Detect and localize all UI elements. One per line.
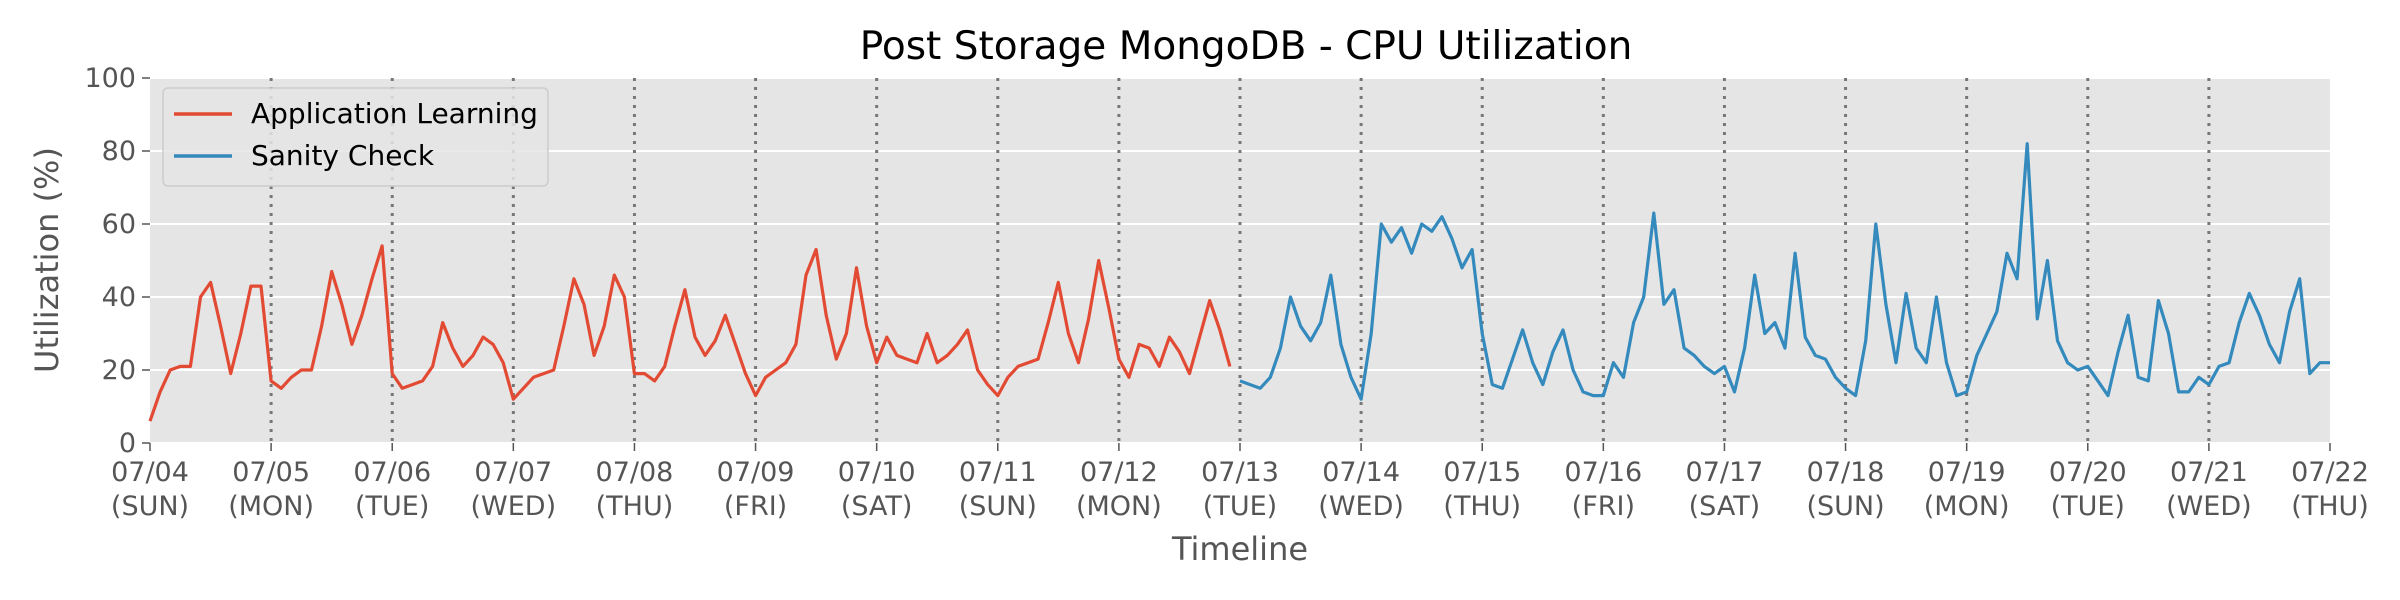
y-tick-label: 20 <box>102 355 136 386</box>
y-tick-label: 100 <box>84 63 136 94</box>
legend: Application Learning Sanity Check <box>162 87 549 187</box>
x-tick-label-date: 07/15 <box>1443 457 1521 488</box>
x-tick-label-day: (SUN) <box>959 491 1037 522</box>
day-separators <box>269 78 2211 443</box>
x-tick-label-day: (MON) <box>1924 491 2010 522</box>
y-tick-label: 60 <box>102 209 136 240</box>
x-tick-label-date: 07/13 <box>1201 457 1279 488</box>
x-tick-label-day: (TUE) <box>2051 491 2125 522</box>
x-tick-label-day: (FRI) <box>724 491 787 522</box>
y-axis-ticks: 0 20 40 60 80 100 <box>84 63 150 459</box>
x-tick-label-day: (FRI) <box>1572 491 1635 522</box>
y-tick-label: 40 <box>102 282 136 313</box>
series-line-application-learning <box>148 244 1232 422</box>
x-tick-label-date: 07/16 <box>1564 457 1642 488</box>
legend-label-application-learning: Application Learning <box>251 97 538 130</box>
x-tick-label-date: 07/14 <box>1322 457 1400 488</box>
x-tick-label-day: (MON) <box>1076 491 1162 522</box>
x-tick-label-day: (SAT) <box>841 491 913 522</box>
x-tick-label-day: (THU) <box>1443 491 1521 522</box>
x-tick-label-day: (MON) <box>228 491 314 522</box>
x-tick-label-date: 07/20 <box>2049 457 2127 488</box>
x-tick-label-date: 07/04 <box>111 457 189 488</box>
x-tick-label-date: 07/07 <box>474 457 552 488</box>
x-tick-label-date: 07/17 <box>1686 457 1764 488</box>
x-tick-label-day: (THU) <box>596 491 674 522</box>
x-tick-label-date: 07/21 <box>2170 457 2248 488</box>
x-tick-label-date: 07/08 <box>596 457 674 488</box>
x-tick-label-date: 07/05 <box>232 457 310 488</box>
x-tick-label-day: (TUE) <box>1203 491 1277 522</box>
legend-label-sanity-check: Sanity Check <box>251 139 435 172</box>
x-axis-label: Timeline <box>1171 530 1308 568</box>
x-tick-label-day: (THU) <box>2291 491 2369 522</box>
x-tick-label-day: (SUN) <box>111 491 189 522</box>
x-tick-label-date: 07/22 <box>2291 457 2369 488</box>
y-tick-label: 0 <box>119 428 136 459</box>
series-lines <box>148 142 2330 422</box>
x-tick-label-date: 07/11 <box>959 457 1037 488</box>
series-line-sanity-check <box>1239 142 2330 401</box>
y-tick-label: 80 <box>102 136 136 167</box>
legend-box <box>162 87 549 187</box>
x-tick-label-date: 07/18 <box>1807 457 1885 488</box>
x-tick-label-date: 07/12 <box>1080 457 1158 488</box>
y-axis-label: Utilization (%) <box>28 147 66 373</box>
x-tick-label-date: 07/10 <box>838 457 916 488</box>
x-tick-label-day: (WED) <box>471 491 557 522</box>
chart-title: Post Storage MongoDB - CPU Utilization <box>860 24 1633 69</box>
x-tick-label-day: (SUN) <box>1806 491 1884 522</box>
x-tick-label-day: (WED) <box>1318 491 1404 522</box>
x-tick-label-day: (WED) <box>2166 491 2252 522</box>
x-tick-label-day: (SAT) <box>1689 491 1761 522</box>
x-tick-label-date: 07/19 <box>1928 457 2006 488</box>
x-axis-ticks: 07/04(SUN)07/05(MON)07/06(TUE)07/07(WED)… <box>111 443 2369 522</box>
x-tick-label-day: (TUE) <box>355 491 429 522</box>
x-tick-label-date: 07/06 <box>353 457 431 488</box>
x-tick-label-date: 07/09 <box>717 457 795 488</box>
